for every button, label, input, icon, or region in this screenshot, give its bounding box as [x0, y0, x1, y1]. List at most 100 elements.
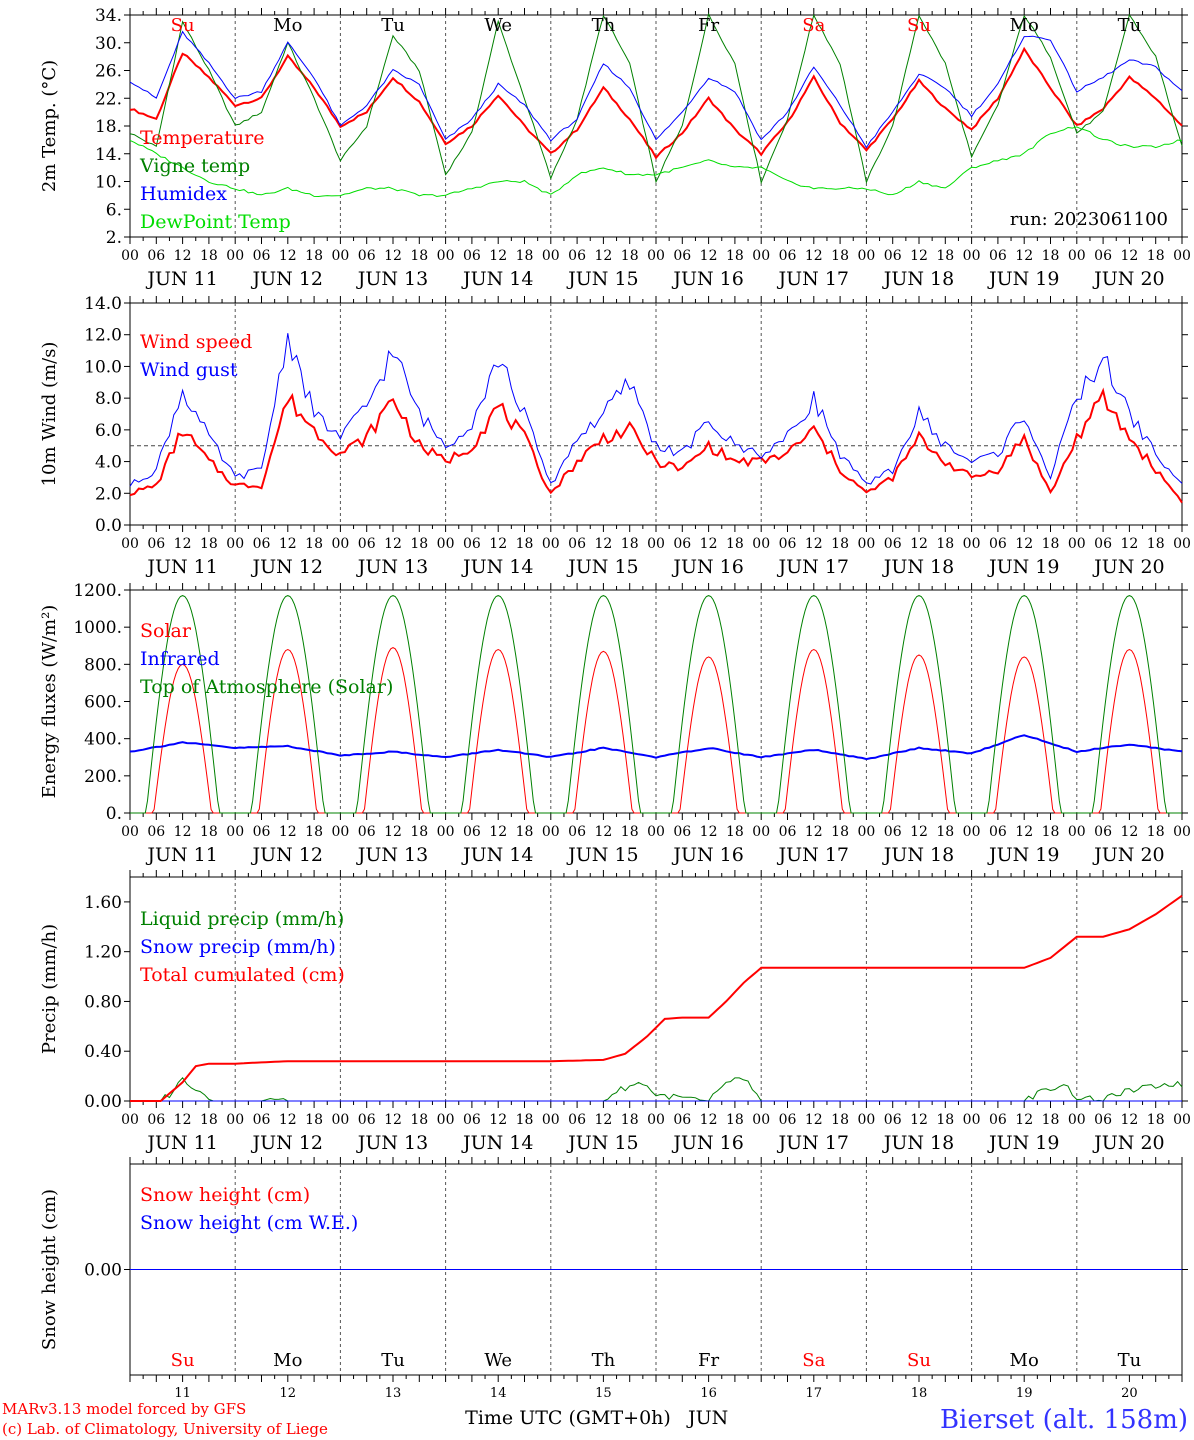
date-label: JUN 17 — [777, 556, 849, 578]
y-tick-label: 1000. — [73, 618, 122, 638]
y-tick-label: 200. — [84, 767, 122, 787]
day-number-label: 13 — [385, 1386, 402, 1401]
legend-entry: Total cumulated (cm) — [140, 964, 345, 986]
hour-tick-label: 12 — [384, 536, 402, 552]
hour-tick-label: 18 — [516, 536, 534, 552]
date-label: JUN 17 — [777, 268, 849, 290]
hour-tick-label: 12 — [1015, 536, 1033, 552]
date-label: JUN 12 — [251, 1132, 323, 1154]
series-wind-gust — [129, 333, 1183, 487]
hour-tick-label: 18 — [726, 1112, 744, 1128]
hour-tick-label: 18 — [200, 536, 218, 552]
hour-tick-label: 00 — [1173, 248, 1191, 264]
date-label: JUN 15 — [566, 268, 638, 290]
legend-entry: Vigne temp — [139, 155, 250, 177]
date-label: JUN 18 — [882, 1132, 954, 1154]
hour-tick-label: 00 — [331, 248, 349, 264]
hour-tick-label: 06 — [253, 1112, 271, 1128]
day-number-label: 15 — [595, 1386, 612, 1401]
panel-temperature: 2. 6. 10. 14. 18. 22. 26. 30. 34. 2m Temp. (°C) Te… — [39, 6, 1191, 290]
hour-tick-label: 18 — [410, 248, 428, 264]
hour-tick-label: 06 — [989, 536, 1007, 552]
hour-tick-label: 12 — [174, 824, 192, 840]
day-of-week-label: Su — [907, 1350, 931, 1371]
y-tick-label: 10.0 — [84, 357, 122, 377]
y-tick-label: 1.20 — [84, 943, 122, 963]
legend-entry: Temperature — [140, 127, 264, 149]
hour-tick-label: 12 — [1120, 824, 1138, 840]
hour-tick-label: 00 — [542, 248, 560, 264]
day-number-label: 19 — [1016, 1386, 1033, 1401]
legend-entry: Infrared — [140, 648, 220, 670]
hour-tick-label: 12 — [910, 824, 928, 840]
y-tick-label: 600. — [84, 693, 122, 713]
hour-tick-label: 18 — [200, 248, 218, 264]
hour-tick-label: 18 — [516, 824, 534, 840]
hour-tick-label: 06 — [147, 1112, 165, 1128]
hour-tick-label: 00 — [963, 1112, 981, 1128]
day-of-week-label: Mo — [1010, 15, 1039, 36]
hour-tick-label: 18 — [621, 536, 639, 552]
hour-tick-label: 06 — [884, 824, 902, 840]
hour-tick-label: 18 — [726, 248, 744, 264]
hour-tick-label: 12 — [489, 1112, 507, 1128]
hour-tick-label: 06 — [358, 248, 376, 264]
credit-line-2: (c) Lab. of Climatology, University of L… — [2, 1420, 328, 1438]
hour-tick-label: 12 — [1120, 248, 1138, 264]
hour-tick-label: 18 — [726, 824, 744, 840]
hour-tick-label: 00 — [121, 1112, 139, 1128]
hour-tick-label: 00 — [857, 248, 875, 264]
hour-tick-label: 00 — [1068, 248, 1086, 264]
hour-tick-label: 06 — [358, 1112, 376, 1128]
hour-tick-label: 00 — [331, 1112, 349, 1128]
hour-tick-label: 12 — [700, 536, 718, 552]
date-label: JUN 19 — [987, 1132, 1059, 1154]
hour-tick-label: 12 — [805, 1112, 823, 1128]
series-vigne-temp — [129, 12, 1183, 185]
hour-tick-label: 06 — [358, 824, 376, 840]
day-of-week-label: Sa — [802, 15, 825, 36]
date-label: JUN 12 — [251, 268, 323, 290]
hour-tick-label: 18 — [200, 1112, 218, 1128]
hour-tick-label: 00 — [542, 1112, 560, 1128]
series-wind-speed — [129, 387, 1183, 504]
hour-tick-label: 18 — [621, 1112, 639, 1128]
hour-tick-label: 06 — [253, 536, 271, 552]
hour-tick-label: 18 — [831, 536, 849, 552]
hour-tick-label: 12 — [174, 248, 192, 264]
date-label: JUN 12 — [251, 844, 323, 866]
y-tick-label: 800. — [84, 655, 122, 675]
hour-tick-label: 00 — [1173, 536, 1191, 552]
hour-tick-label: 18 — [516, 248, 534, 264]
hour-tick-label: 12 — [700, 1112, 718, 1128]
hour-tick-label: 06 — [779, 248, 797, 264]
legend-entry: Snow height (cm) — [140, 1184, 310, 1206]
legend-entry: Wind gust — [140, 359, 238, 381]
y-axis-title: Precip (mm/h) — [39, 924, 60, 1054]
y-tick-label: 0.00 — [84, 1261, 122, 1281]
date-label: JUN 16 — [671, 556, 743, 578]
hour-tick-label: 18 — [305, 1112, 323, 1128]
day-of-week-label: Su — [907, 15, 931, 36]
date-label: JUN 11 — [145, 556, 217, 578]
panel-precip: 0.00 0.40 0.80 1.20 1.60 Precip (mm/h) Liquid … — [39, 870, 1191, 1154]
hour-tick-label: 12 — [279, 824, 297, 840]
hour-tick-label: 06 — [1094, 824, 1112, 840]
day-of-week-label: Th — [592, 1350, 616, 1371]
day-of-week-label: Fr — [698, 1350, 719, 1371]
hour-tick-label: 18 — [831, 248, 849, 264]
y-tick-label: 8.0 — [95, 389, 122, 409]
hour-tick-label: 00 — [121, 536, 139, 552]
hour-tick-label: 18 — [1042, 536, 1060, 552]
hour-tick-label: 00 — [1173, 824, 1191, 840]
hour-tick-label: 00 — [542, 824, 560, 840]
date-label: JUN 12 — [251, 556, 323, 578]
legend-entry: Wind speed — [140, 331, 252, 353]
y-tick-label: 1.60 — [84, 893, 122, 913]
day-of-week-label: Su — [171, 15, 195, 36]
hour-tick-label: 00 — [963, 248, 981, 264]
date-label: JUN 13 — [356, 268, 428, 290]
date-label: JUN 11 — [145, 268, 217, 290]
hour-tick-label: 06 — [147, 536, 165, 552]
y-tick-label: 0.00 — [84, 1092, 122, 1112]
